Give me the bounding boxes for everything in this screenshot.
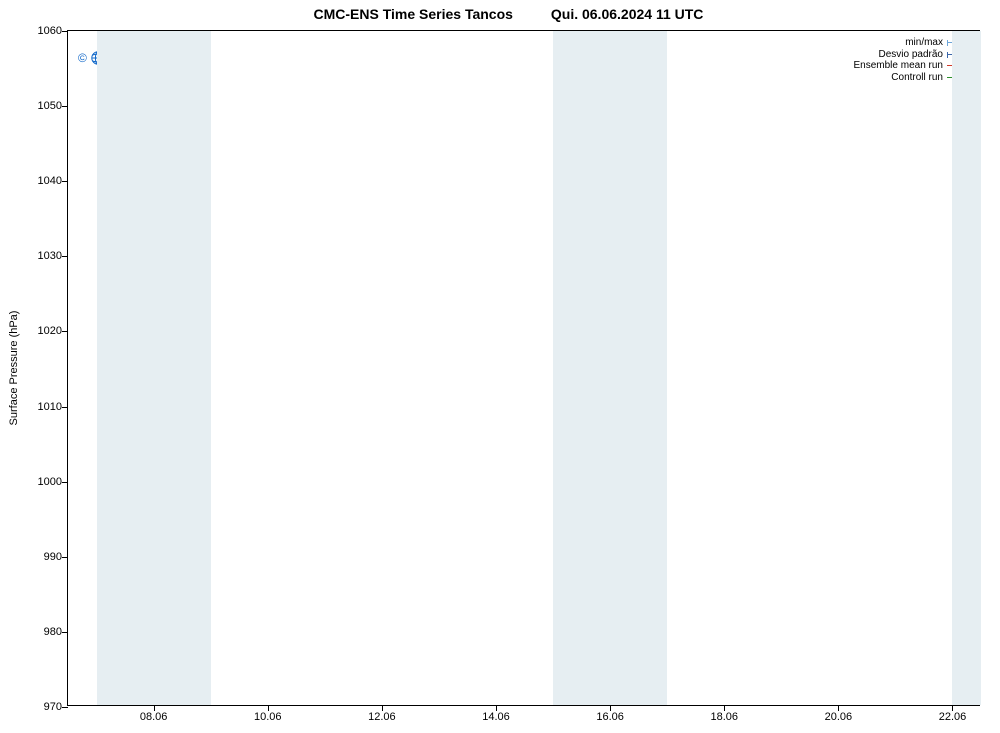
copyright-symbol: © xyxy=(78,51,87,65)
x-tick-mark xyxy=(952,705,953,711)
x-tick-mark xyxy=(382,705,383,711)
legend-item-label: Desvio padrão xyxy=(879,49,943,61)
y-tick-mark xyxy=(62,331,68,332)
y-tick-mark xyxy=(62,181,68,182)
chart-title-right: Qui. 06.06.2024 11 UTC xyxy=(551,6,704,22)
y-axis-title: Surface Pressure (hPa) xyxy=(8,311,20,426)
weekend-band xyxy=(97,31,211,705)
y-tick-mark xyxy=(62,707,68,708)
x-tick-mark xyxy=(496,705,497,711)
legend-item-label: Controll run xyxy=(891,72,943,84)
y-tick-mark xyxy=(62,256,68,257)
y-tick-mark xyxy=(62,632,68,633)
x-tick-mark xyxy=(268,705,269,711)
plot-area: © weatheronline.pt min/maxDesvio padrãoE… xyxy=(67,30,980,706)
legend-item-label: Ensemble mean run xyxy=(854,60,944,72)
chart-container: { "chart": { "type": "line", "title_left… xyxy=(0,0,1000,733)
y-tick-mark xyxy=(62,106,68,107)
y-tick-mark xyxy=(62,407,68,408)
x-tick-mark xyxy=(838,705,839,711)
weekend-band xyxy=(553,31,667,705)
x-tick-mark xyxy=(610,705,611,711)
legend-item-label: min/max xyxy=(905,37,943,49)
y-tick-mark xyxy=(62,557,68,558)
weekend-band xyxy=(952,31,981,705)
chart-title-left: CMC-ENS Time Series Tancos xyxy=(314,6,513,22)
y-tick-mark xyxy=(62,482,68,483)
x-tick-mark xyxy=(724,705,725,711)
y-tick-mark xyxy=(62,31,68,32)
x-tick-mark xyxy=(154,705,155,711)
